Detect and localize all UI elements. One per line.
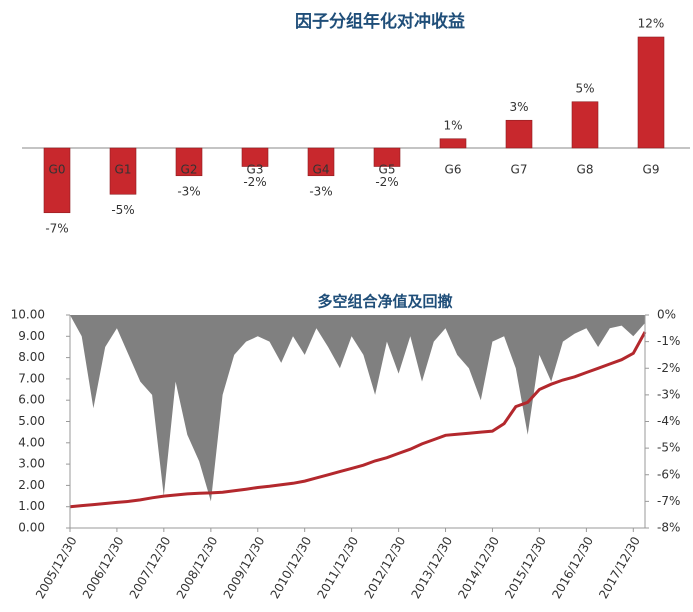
category-label: G8 bbox=[577, 163, 594, 177]
x-tick-label: 2012/12/30 bbox=[362, 534, 409, 601]
category-label: G9 bbox=[643, 163, 660, 177]
y-tick-label: 7.00 bbox=[18, 371, 45, 385]
bar bbox=[109, 147, 137, 195]
category-label: G6 bbox=[445, 163, 462, 177]
value-label: 1% bbox=[443, 118, 462, 132]
x-tick-label: 2006/12/30 bbox=[80, 534, 127, 601]
value-label: 12% bbox=[638, 17, 665, 31]
bar bbox=[637, 36, 665, 149]
value-label: -2% bbox=[243, 175, 266, 189]
y-tick-label: 6.00 bbox=[18, 393, 45, 407]
category-label: G3 bbox=[247, 163, 264, 177]
value-label: -7% bbox=[45, 221, 68, 235]
y2-tick-label: -6% bbox=[657, 467, 680, 481]
y2-tick-label: -5% bbox=[657, 441, 680, 455]
y-tick-label: 2.00 bbox=[18, 478, 45, 492]
x-tick-label: 2007/12/30 bbox=[127, 534, 174, 601]
category-label: G5 bbox=[379, 163, 396, 177]
x-tick-label: 2017/12/30 bbox=[596, 534, 643, 601]
value-label: -2% bbox=[375, 175, 398, 189]
category-label: G2 bbox=[181, 163, 198, 177]
y-tick-label: 3.00 bbox=[18, 457, 45, 471]
bar bbox=[241, 147, 269, 167]
value-label: -3% bbox=[309, 184, 332, 198]
net-value-line bbox=[69, 331, 647, 509]
y2-tick-label: -2% bbox=[657, 361, 680, 375]
x-tick-label: 2010/12/30 bbox=[268, 534, 315, 601]
y-tick-label: 8.00 bbox=[18, 350, 45, 364]
x-tick-label: 2016/12/30 bbox=[549, 534, 596, 601]
value-label: 5% bbox=[575, 81, 594, 95]
bar bbox=[505, 119, 533, 149]
bar bbox=[373, 147, 401, 167]
y2-tick-label: -7% bbox=[657, 494, 680, 508]
y2-tick-label: -4% bbox=[657, 414, 680, 428]
y-tick-label: 10.00 bbox=[11, 308, 45, 322]
y-tick-label: 0.00 bbox=[18, 521, 45, 535]
bar bbox=[439, 138, 467, 149]
drawdown-area bbox=[70, 315, 645, 502]
chart-title: 因子分组年化对冲收益 bbox=[295, 11, 465, 32]
bar bbox=[175, 147, 203, 177]
x-tick-label: 2014/12/30 bbox=[455, 534, 502, 601]
y2-tick-label: -1% bbox=[657, 334, 680, 348]
value-label: -5% bbox=[111, 203, 134, 217]
x-tick-label: 2013/12/30 bbox=[408, 534, 455, 601]
bar bbox=[307, 147, 335, 177]
category-label: G4 bbox=[313, 163, 330, 177]
category-label: G1 bbox=[115, 163, 132, 177]
value-label: -3% bbox=[177, 184, 200, 198]
chart-title: 多空组合净值及回撤 bbox=[317, 293, 452, 311]
y2-tick-label: -3% bbox=[657, 387, 680, 401]
x-tick-label: 2005/12/30 bbox=[33, 534, 80, 601]
y2-tick-label: -8% bbox=[657, 521, 680, 535]
x-tick-label: 2011/12/30 bbox=[315, 534, 362, 601]
bar bbox=[43, 147, 71, 214]
x-tick-label: 2009/12/30 bbox=[221, 534, 268, 601]
y-tick-label: 1.00 bbox=[18, 499, 45, 513]
value-label: 3% bbox=[509, 100, 528, 114]
y-tick-label: 9.00 bbox=[18, 329, 45, 343]
bar bbox=[571, 101, 599, 149]
x-tick-label: 2015/12/30 bbox=[502, 534, 549, 601]
y-tick-label: 5.00 bbox=[18, 414, 45, 428]
x-tick-label: 2008/12/30 bbox=[174, 534, 221, 601]
y-tick-label: 4.00 bbox=[18, 435, 45, 449]
category-label: G0 bbox=[49, 163, 66, 177]
y2-tick-label: 0% bbox=[657, 308, 676, 322]
category-label: G7 bbox=[511, 163, 528, 177]
